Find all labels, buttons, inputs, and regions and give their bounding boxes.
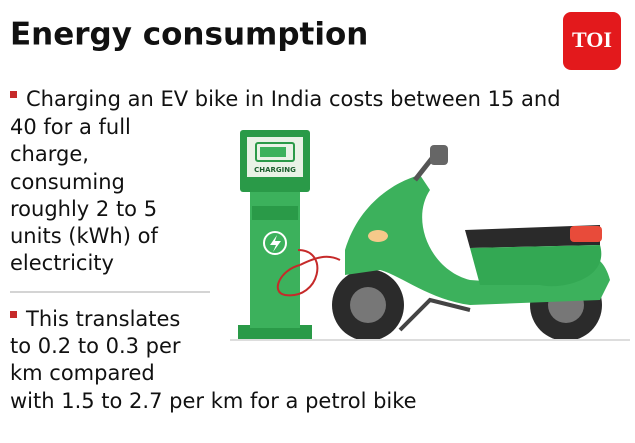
logo: TOI: [572, 27, 612, 52]
scooter: [332, 145, 610, 341]
text-line: charge,: [10, 142, 89, 166]
text-line: electricity: [10, 251, 114, 275]
text-line: This translates: [25, 307, 180, 331]
text-line: 40 for a full: [10, 115, 131, 139]
bullet-marker: [10, 311, 17, 318]
logo-box: [563, 12, 621, 70]
charger-label: CHARGING: [254, 166, 296, 174]
charger: CHARGING: [238, 130, 341, 339]
text-line: km compared: [10, 361, 155, 385]
title: Energy consumption: [10, 17, 368, 53]
text-line: with 1.5 to 2.7 per km for a petrol bike: [10, 389, 417, 413]
text-line: consuming: [10, 170, 125, 194]
text-line: roughly 2 to 5: [10, 197, 157, 221]
text-line: to 0.2 to 0.3 per: [10, 334, 181, 358]
bullet-marker: [10, 91, 17, 98]
text-line: units (kWh) of: [10, 224, 158, 248]
text-line: Charging an EV bike in India costs betwe…: [26, 87, 561, 111]
